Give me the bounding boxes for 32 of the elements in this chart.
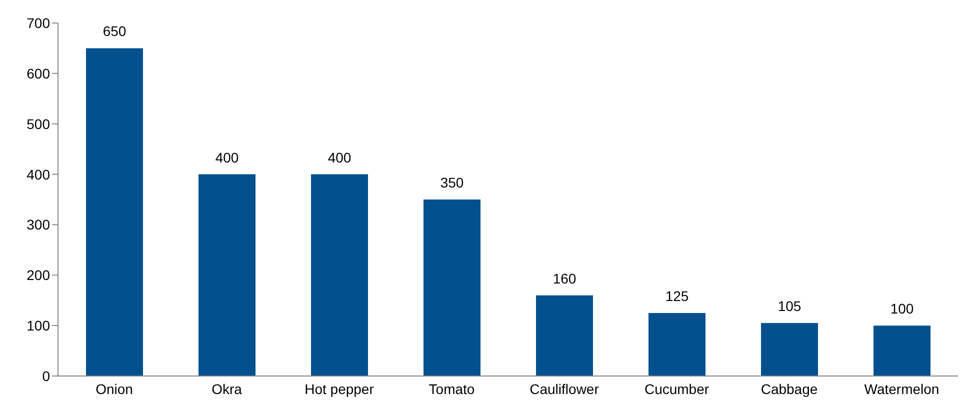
bar (198, 174, 256, 376)
y-tick-label: 300 (26, 216, 50, 233)
y-tick-label: 400 (26, 166, 50, 182)
data-label: 350 (440, 174, 464, 190)
x-tick-label: Tomato (428, 380, 475, 397)
x-tick-label: Cucumber (644, 380, 710, 397)
bar (648, 312, 706, 376)
x-tick-label: Cauliflower (530, 380, 600, 397)
y-tick-label: 200 (26, 267, 50, 284)
y-tick-label: 100 (26, 318, 50, 334)
bar (86, 48, 143, 376)
data-label: 400 (328, 149, 352, 166)
y-tick-label: 700 (26, 14, 50, 31)
bar (761, 323, 818, 376)
data-label: 105 (778, 298, 802, 314)
x-tick-label: Onion (96, 380, 133, 397)
bar (874, 326, 930, 376)
x-tick-label: Hot pepper (304, 380, 374, 397)
x-tick-label: Okra (212, 380, 242, 397)
y-tick-label: 500 (26, 116, 50, 132)
x-tick-label: Watermelon (864, 380, 940, 397)
bar (536, 295, 593, 376)
data-label: 650 (102, 23, 126, 40)
data-label: 125 (665, 288, 689, 304)
data-label: 160 (552, 270, 576, 286)
data-label: 400 (215, 149, 239, 166)
x-tick-label: Cabbage (760, 380, 818, 397)
bar (424, 200, 480, 376)
bar (311, 174, 368, 376)
data-label: 100 (890, 300, 914, 317)
y-tick-label: 600 (26, 65, 50, 82)
y-tick-label: 0 (42, 368, 50, 384)
